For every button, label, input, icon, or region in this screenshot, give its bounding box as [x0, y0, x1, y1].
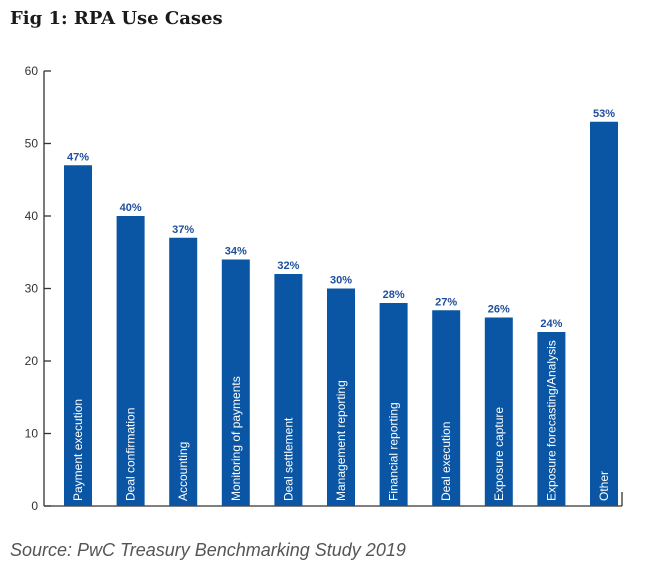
chart-title: Fig 1: RPA Use Cases	[10, 8, 223, 29]
labels: 47% Payment execution 40% Deal confirmation…	[67, 108, 615, 501]
y-tick-label: 20	[25, 354, 39, 368]
category-label: Payment execution	[71, 399, 85, 501]
source-note: Source: PwC Treasury Benchmarking Study …	[10, 540, 406, 560]
bar	[169, 237, 198, 506]
value-label: 32%	[277, 260, 299, 272]
bar	[274, 274, 303, 506]
bar	[484, 317, 513, 506]
value-label: 28%	[383, 289, 405, 301]
value-label: 37%	[172, 224, 194, 236]
category-label: Management reporting	[334, 380, 348, 501]
bar	[590, 121, 618, 506]
y-tick-label: 60	[25, 64, 39, 78]
category-label: Monitoring of payments	[229, 376, 243, 501]
value-label: 30%	[330, 275, 352, 287]
value-label: 24%	[540, 318, 562, 330]
category-label: Accounting	[176, 442, 190, 501]
category-label: Exposure capture	[492, 407, 506, 501]
value-label: 27%	[435, 296, 457, 308]
category-label: Deal execution	[439, 422, 453, 501]
value-label: 26%	[488, 304, 510, 316]
bar	[64, 165, 92, 506]
bar	[432, 310, 461, 506]
category-label: Financial reporting	[387, 402, 401, 501]
value-label: 53%	[593, 108, 615, 120]
y-tick-label: 40	[25, 209, 39, 223]
bar	[327, 288, 355, 506]
y-tick-label: 50	[25, 137, 39, 151]
y-tick-label: 30	[25, 282, 39, 296]
value-label: 34%	[225, 246, 247, 258]
bar	[379, 303, 408, 506]
value-label: 47%	[67, 151, 89, 163]
bars	[64, 121, 618, 506]
category-label: Deal settlement	[281, 417, 295, 501]
y-tick-label: 0	[31, 499, 38, 513]
category-label: Deal confirmation	[124, 408, 138, 501]
y-tick-label: 10	[25, 427, 39, 441]
bar	[116, 216, 145, 506]
value-label: 40%	[120, 202, 142, 214]
axes: 0 10 20 30 40 50 60	[25, 64, 623, 513]
category-label: Other	[597, 471, 611, 501]
bar	[537, 332, 566, 506]
category-label: Exposure forecasting/Analysis	[544, 340, 558, 501]
bar	[221, 259, 250, 506]
